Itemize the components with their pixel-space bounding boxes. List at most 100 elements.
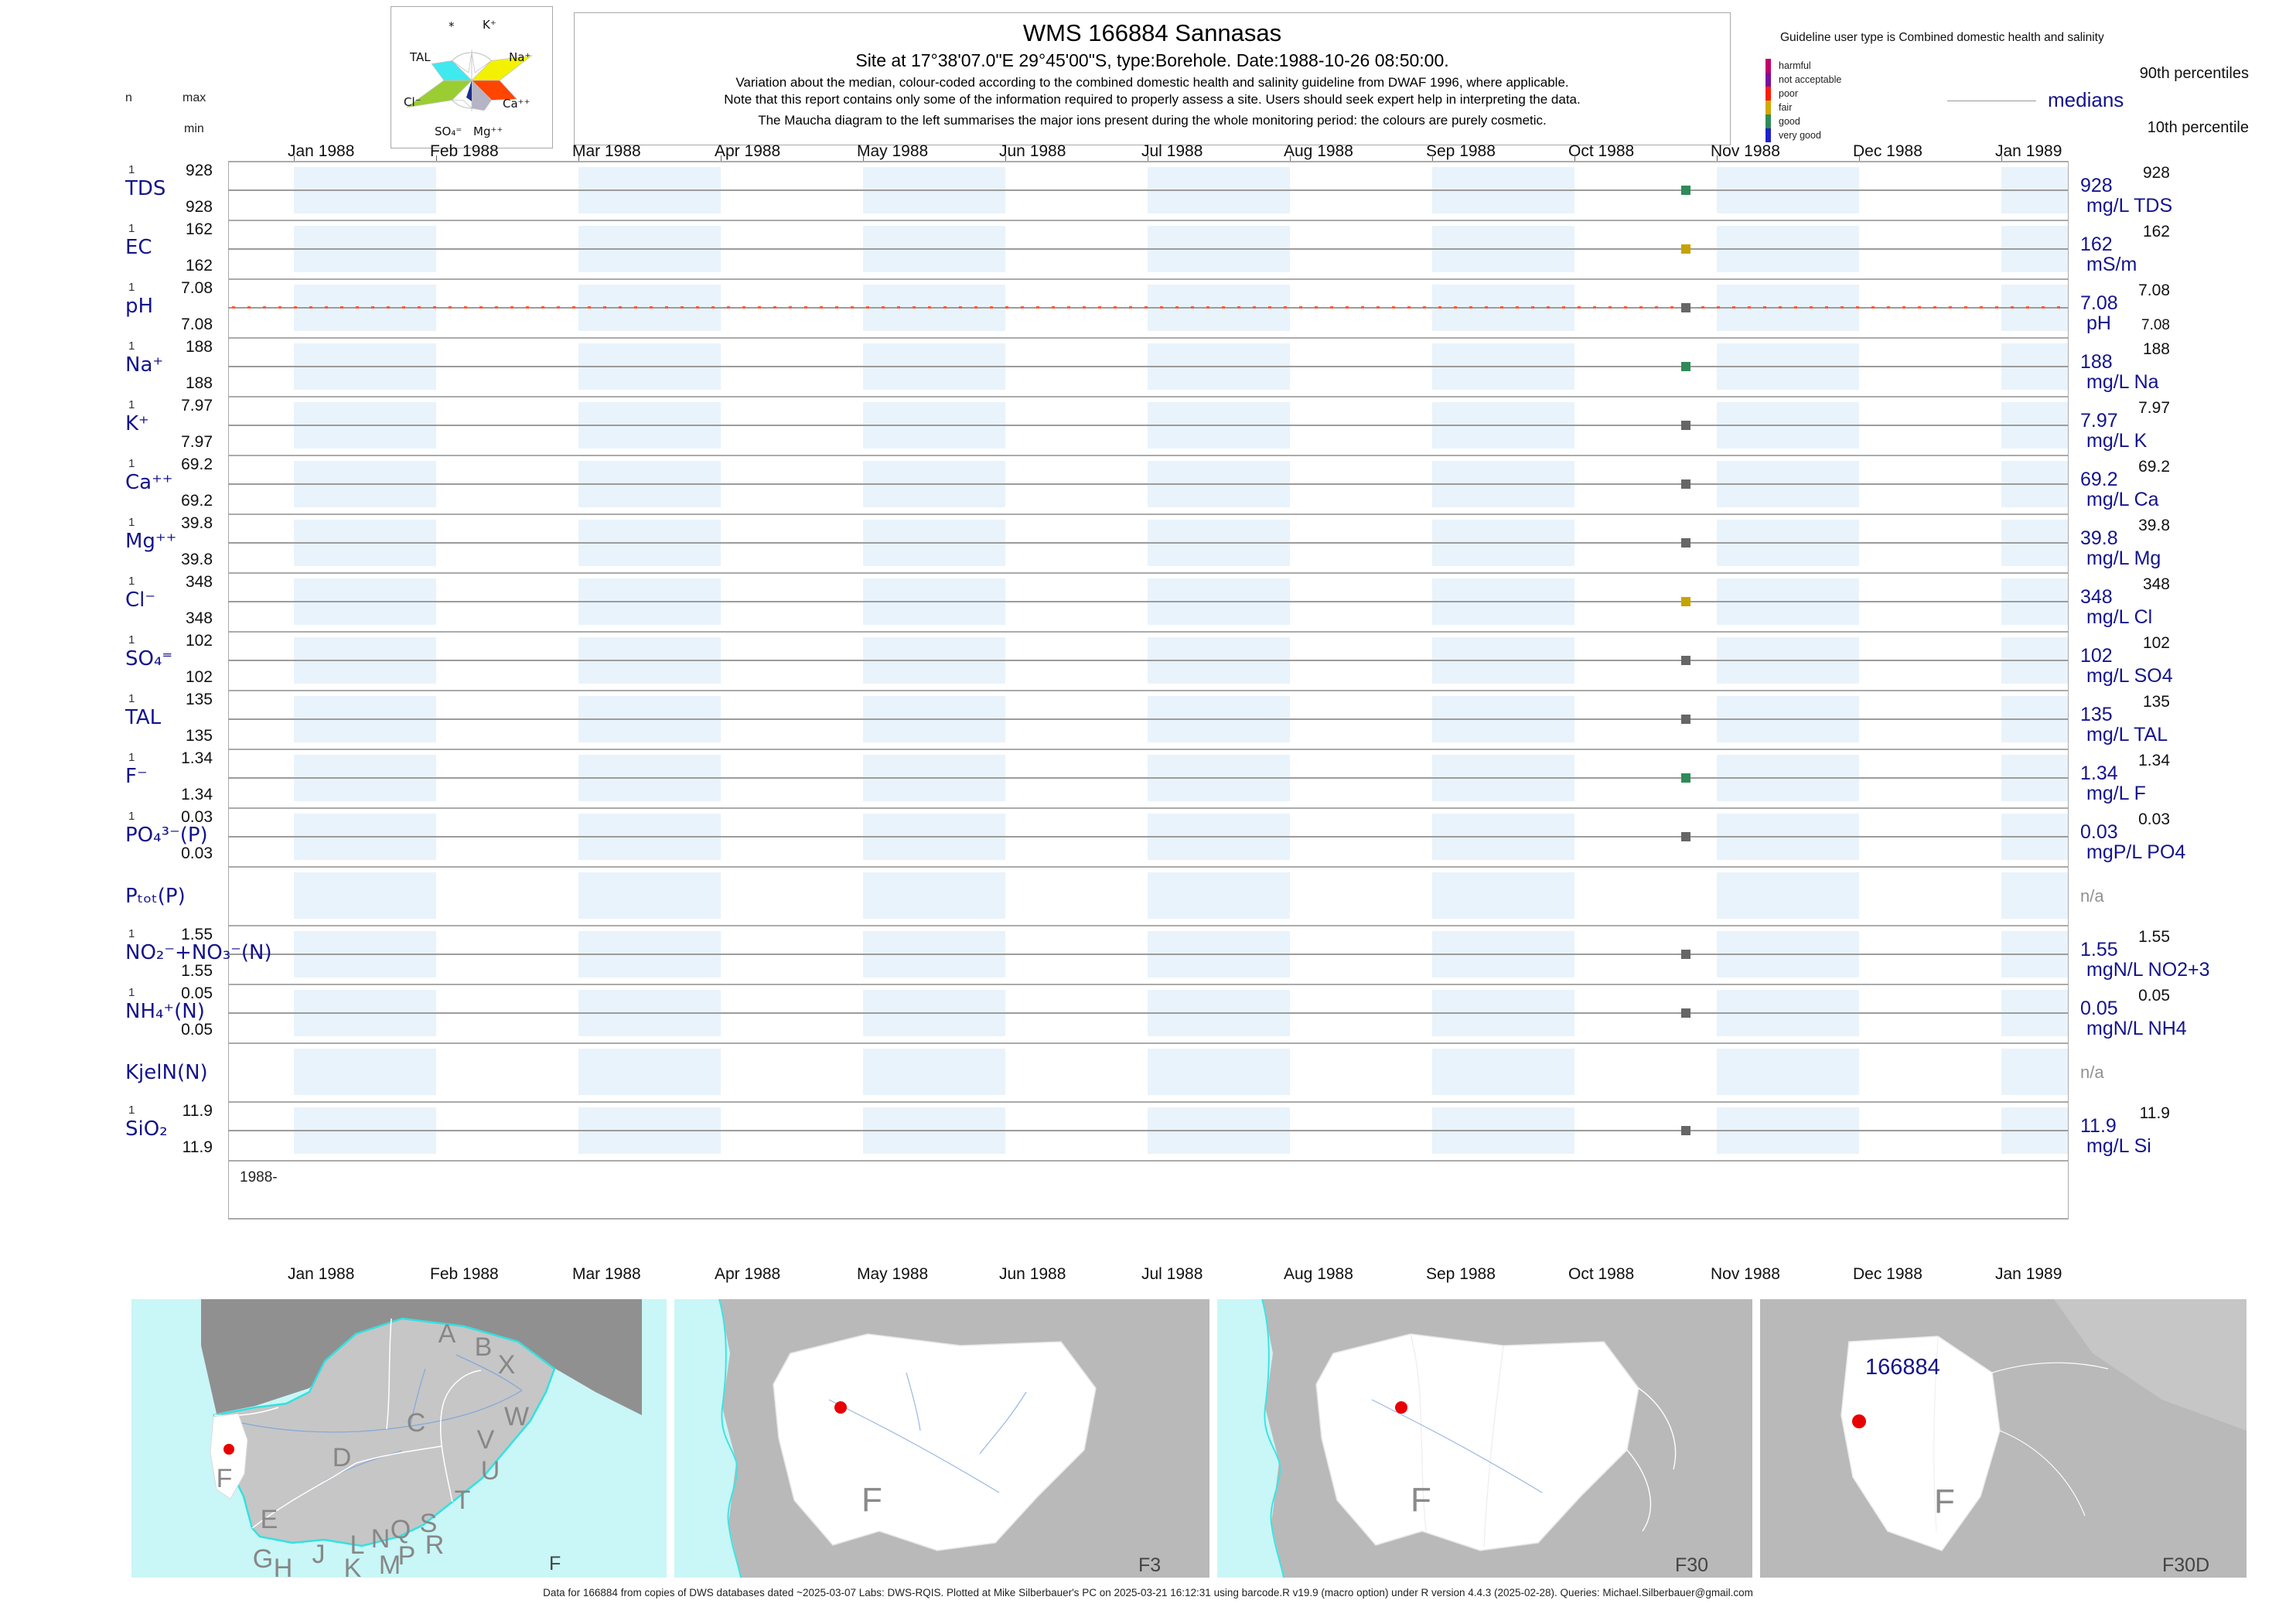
parameter-name: TDS	[125, 177, 166, 200]
month-label-top: Jun 1988	[999, 142, 1066, 160]
month-label-top: Nov 1988	[1711, 142, 1780, 160]
row-n-count: 1	[128, 692, 135, 705]
row-median-value: 135	[2080, 704, 2113, 725]
month-label-bottom: Sep 1988	[1426, 1265, 1496, 1283]
ion-label-cl: Cl⁻	[404, 95, 421, 109]
row-n-count: 1	[128, 633, 135, 647]
map-subcatchment-border	[1626, 1449, 1652, 1532]
map-river-orange	[216, 1390, 523, 1433]
map-subcatchment-border	[1638, 1387, 1677, 1470]
row-median-value: 1.34	[2080, 763, 2118, 784]
month-label-top: Aug 1988	[1284, 142, 1353, 160]
stat-header-n: n	[125, 91, 132, 104]
row-unit-label: mS/m	[2086, 254, 2137, 275]
parameter-name: NH₄⁺(N)	[125, 1000, 205, 1023]
month-label-top: May 1988	[857, 142, 929, 160]
sample-point	[1681, 1126, 1690, 1135]
row-n-count: 1	[128, 986, 135, 999]
map-south-africa	[131, 1299, 667, 1578]
row-border	[228, 161, 2068, 162]
map-panel-f30: F F30	[1217, 1298, 1752, 1578]
drainage-region-letter-J: J	[312, 1540, 326, 1569]
month-label-bottom: Jun 1988	[999, 1265, 1066, 1283]
row-median-value: 39.8	[2080, 527, 2118, 549]
row-max-value: 39.8	[181, 514, 213, 532]
map-coastline	[718, 1298, 742, 1578]
panel-label-f30d: F30D	[2162, 1554, 2210, 1576]
month-label-bottom: Feb 1988	[430, 1265, 499, 1283]
row-min-value: 188	[185, 374, 213, 392]
sample-point	[1681, 1008, 1690, 1018]
row-border	[228, 396, 2068, 397]
ion-label-tal: TAL	[410, 50, 431, 64]
partial-year-label: 1988-	[240, 1169, 278, 1186]
row-median-value: 348	[2080, 586, 2113, 608]
month-label-top: Mar 1988	[572, 142, 641, 160]
row-n-count: 1	[128, 810, 135, 823]
map-region-f-shape	[1315, 1333, 1639, 1551]
sample-point	[1681, 773, 1690, 783]
map-river	[1371, 1399, 1543, 1493]
drainage-region-letter-E: E	[260, 1505, 278, 1534]
parameter-name: SiO₂	[125, 1117, 168, 1141]
row-max-value: 11.9	[182, 1102, 213, 1120]
report-title: WMS 166884 Sannasas	[1022, 19, 1282, 46]
row-border	[228, 866, 2068, 868]
map-panel-f30d: 166884 F F30D	[1760, 1299, 2247, 1578]
row-max-value: 188	[185, 338, 213, 356]
month-label-bottom: Jan 1988	[288, 1265, 355, 1283]
row-min-value: 0.05	[181, 1021, 213, 1039]
month-label-top: Apr 1988	[715, 142, 781, 160]
maucha-diagram-icon	[406, 49, 534, 111]
parameter-name: F⁻	[125, 765, 148, 788]
median-line	[228, 718, 2068, 720]
row-border	[228, 925, 2068, 926]
title-box: WMS 166884 Sannasas Site at 17°38'07.0"E…	[574, 12, 1731, 145]
drainage-region-letter-A: A	[438, 1319, 456, 1349]
row-border	[228, 455, 2068, 456]
guideline-class-color	[1765, 101, 1771, 114]
row-unit-label: mg/L Si	[2086, 1135, 2151, 1157]
drainage-region-letter-L: L	[350, 1530, 365, 1560]
region-letter-f: F	[861, 1481, 882, 1519]
guideline-class-color	[1765, 128, 1771, 142]
site-number-label: 166884	[1865, 1355, 1940, 1380]
month-tick	[1574, 155, 1575, 161]
row-border	[228, 1101, 2068, 1103]
month-label-bottom: Jul 1988	[1141, 1265, 1203, 1283]
row-na-label: n/a	[2080, 886, 2104, 906]
row-p90-value: 11.9	[2139, 1104, 2170, 1122]
sample-point	[1681, 656, 1690, 665]
row-n-count: 1	[128, 1104, 135, 1117]
map-subcatchment-border	[1410, 1333, 1427, 1532]
row-median-value: 162	[2080, 234, 2113, 255]
ion-label-na: Na⁺	[509, 50, 531, 64]
guideline-class-color	[1765, 59, 1771, 73]
median-line	[228, 248, 2068, 250]
row-n-count: 1	[128, 222, 135, 235]
row-unit-label: mg/L TAL	[2086, 724, 2168, 745]
drainage-region-letter-B: B	[474, 1332, 493, 1362]
row-median-value: 1.55	[2080, 939, 2118, 960]
row-border	[228, 749, 2068, 750]
guideline-class-label: not acceptable	[1779, 74, 1842, 85]
ion-label-so4: SO₄⁼	[435, 125, 462, 138]
row-border	[228, 1042, 2068, 1044]
maucha-diagram: * K⁺ TAL Na⁺ Cl⁻ Ca⁺⁺ SO₄⁼ Mg⁺⁺	[391, 6, 553, 148]
row-unit-label: mgN/L NO2+3	[2086, 959, 2210, 981]
row-p90-value: 39.8	[2138, 517, 2170, 534]
row-unit-label: mg/L K	[2086, 430, 2148, 452]
sample-point	[1681, 421, 1690, 430]
stat-header-min: min	[184, 122, 204, 135]
month-tick	[294, 155, 295, 161]
parameter-name: K⁺	[125, 412, 149, 435]
guideline-class-label: good	[1779, 116, 1800, 127]
row-p90-value: 348	[2142, 575, 2170, 593]
row-n-count: 1	[128, 516, 135, 529]
month-label-top: Jul 1988	[1141, 142, 1203, 160]
map-subcatchment-border	[1999, 1430, 2086, 1517]
month-tick	[1005, 155, 1006, 161]
parameter-name: pH	[125, 295, 154, 318]
row-min-value: 39.8	[181, 551, 213, 568]
